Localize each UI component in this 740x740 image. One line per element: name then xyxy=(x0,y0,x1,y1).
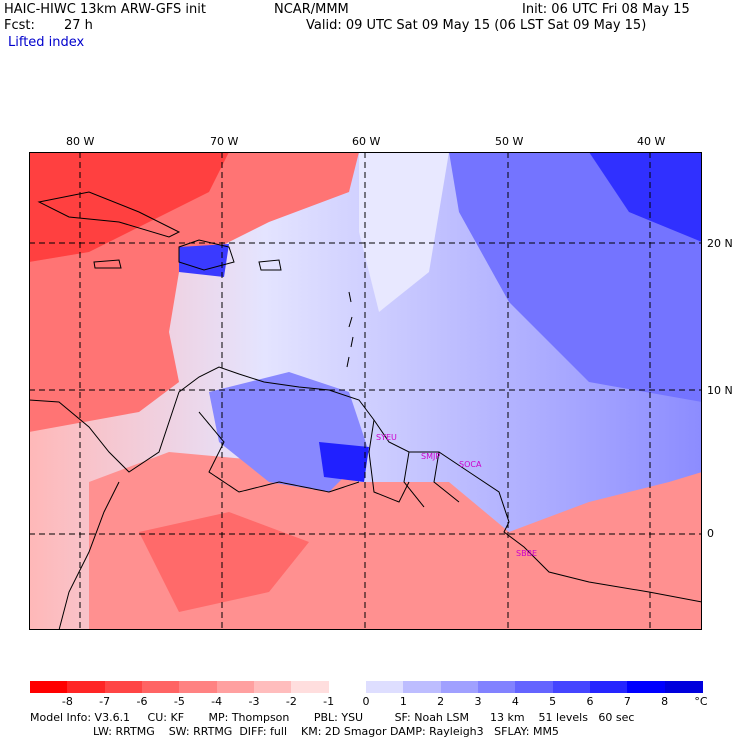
lifted-index-map: SYEU SMJP SOCA SBBE xyxy=(29,152,702,630)
colorbar-tick-label: 5 xyxy=(549,695,557,708)
lon-label-60w: 60 W xyxy=(352,135,381,148)
colorbar-tick-label: -1 xyxy=(323,695,335,708)
graticule xyxy=(29,152,702,630)
colorbar-swatch xyxy=(478,681,516,693)
colorbar-tick-label: -4 xyxy=(211,695,223,708)
lat-label-0: 0 xyxy=(707,527,714,540)
model-info-line1: Model Info: V3.6.1 CU: KF MP: Thompson P… xyxy=(30,711,635,724)
lat-label-10n: 10 N xyxy=(707,384,733,397)
init-time: Init: 06 UTC Fri 08 May 15 xyxy=(522,2,690,17)
colorbar-swatch xyxy=(142,681,180,693)
light-band-north xyxy=(359,152,449,312)
stable-core-ne xyxy=(589,152,702,242)
colorbar-tick-label: -5 xyxy=(173,695,185,708)
colorbar-unit: °C xyxy=(694,695,708,708)
colorbar-tick-label: 3 xyxy=(474,695,482,708)
colorbar-tick-label: -7 xyxy=(99,695,111,708)
stable-core-venezuela xyxy=(319,442,369,482)
colorbar-tick-label: 1 xyxy=(399,695,407,708)
valid-time: Valid: 09 UTC Sat 09 May 15 (06 LST Sat … xyxy=(306,18,647,33)
station-label: SMJP xyxy=(421,452,440,461)
colorbar-swatch xyxy=(627,681,666,693)
colorbar-tick-label: 4 xyxy=(511,695,519,708)
colorbar-swatch xyxy=(104,681,143,693)
unstable-core-nw xyxy=(29,152,229,262)
colorbar-swatch xyxy=(216,681,255,693)
colorbar-swatch xyxy=(179,681,218,693)
lon-label-40w: 40 W xyxy=(637,135,666,148)
station-label: SOCA xyxy=(459,460,482,469)
colorbar-tick-label: -6 xyxy=(136,695,148,708)
lat-label-20n: 20 N xyxy=(707,237,733,250)
colorbar-swatch xyxy=(664,681,703,693)
colorbar-tick-label: 0 xyxy=(362,695,370,708)
forecast-hour: 27 h xyxy=(64,18,93,33)
colorbar-tick-label: 7 xyxy=(623,695,631,708)
lon-label-80w: 80 W xyxy=(66,135,95,148)
forecast-label: Fcst: xyxy=(4,18,35,33)
colorbar-swatch xyxy=(440,681,479,693)
colorbar-tick-label: 8 xyxy=(661,695,669,708)
colorbar-swatch xyxy=(67,681,106,693)
institution-label: NCAR/MMM xyxy=(274,2,349,17)
stations: SYEU SMJP SOCA SBBE xyxy=(376,433,537,558)
colorbar-tick-label: -3 xyxy=(248,695,260,708)
colorbar-swatch xyxy=(291,681,330,693)
station-label: SYEU xyxy=(376,433,397,442)
colorbar-swatch xyxy=(552,681,591,693)
station-label: SBBE xyxy=(516,549,537,558)
colorbar-tick-label: 2 xyxy=(437,695,445,708)
colorbar-tick-label: -2 xyxy=(285,695,297,708)
lon-label-50w: 50 W xyxy=(495,135,524,148)
unstable-core-south xyxy=(139,512,309,612)
run-title: HAIC-HIWC 13km ARW-GFS init xyxy=(4,2,206,17)
stable-core-hispaniola xyxy=(179,244,229,277)
model-info-line2: LW: RRTMG SW: RRTMG DIFF: full KM: 2D Sm… xyxy=(30,725,559,738)
colorbar-swatch xyxy=(403,681,442,693)
colorbar-swatch xyxy=(590,681,628,693)
colorbar-swatch xyxy=(328,681,367,693)
colorbar-swatch xyxy=(515,681,554,693)
lon-label-70w: 70 W xyxy=(210,135,239,148)
map-frame xyxy=(29,152,702,630)
colorbar-tick-label: -8 xyxy=(61,695,73,708)
colorbar-swatch xyxy=(366,681,404,693)
coastlines xyxy=(29,191,702,630)
colorbar-tick-label: 6 xyxy=(586,695,594,708)
borders xyxy=(198,411,460,508)
colorbar-swatch xyxy=(30,681,68,693)
field-name: Lifted index xyxy=(8,35,85,50)
colorbar-swatch xyxy=(254,681,292,693)
